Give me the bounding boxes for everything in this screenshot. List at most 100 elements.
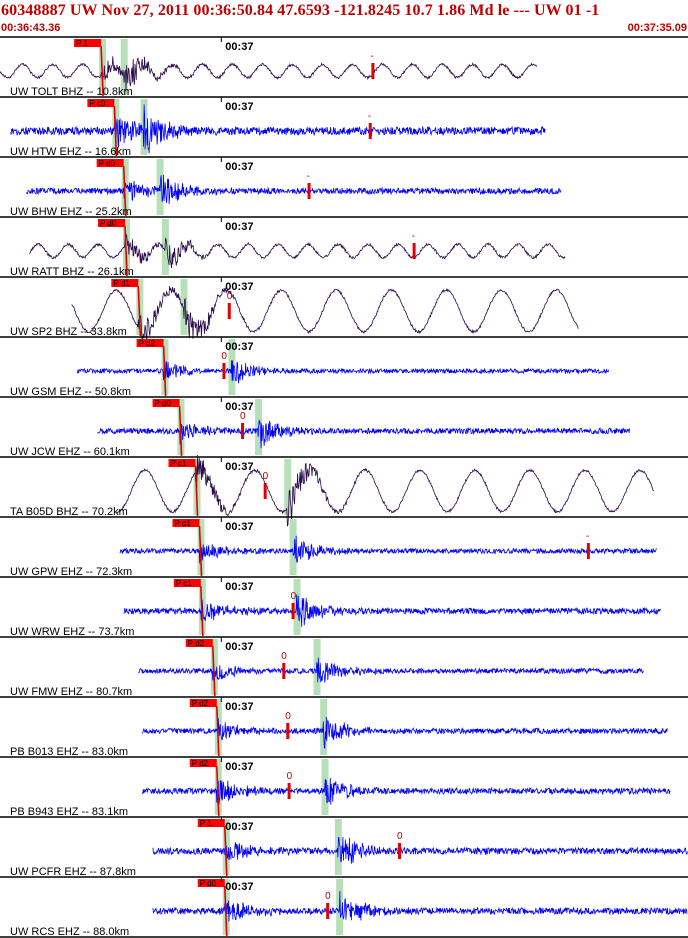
phase-label: P d0: [200, 879, 217, 888]
waveform-trace: [141, 716, 668, 749]
station-label: UW HTW EHZ -- 16.6km: [10, 146, 131, 158]
phase-label: P d2: [192, 699, 209, 708]
trace-panel: P d2 000:37 UW GSM EHZ -- 50.8km: [0, 336, 688, 398]
trace-panel: P d2 0 00:37 PB B943 EHZ -- 83.1km: [0, 756, 688, 818]
coda-label: 0: [263, 471, 269, 482]
phase-flag: [111, 279, 139, 287]
coda-label: -: [586, 531, 589, 542]
trace-panel: P 1 - 00:37 UW TOLT BHZ -- 10.8km: [0, 36, 688, 98]
station-label: UW GSM EHZ -- 50.8km: [10, 386, 131, 398]
station-label: UW RCS EHZ -- 88.0km: [10, 926, 129, 938]
p-pick-marker: [162, 345, 167, 397]
p-pick-marker: [215, 765, 220, 817]
coda-marker: [307, 183, 311, 199]
phase-flag: [152, 399, 180, 407]
waveform-trace: [152, 836, 688, 864]
coda-marker: [282, 663, 286, 679]
coda-marker: [291, 603, 295, 619]
station-label: UW JCW EHZ -- 60.1km: [10, 446, 130, 458]
phase-label: P 1: [76, 39, 88, 48]
time-tick-label: 00:37: [225, 221, 253, 233]
coda-label: 0: [397, 831, 403, 842]
coda-marker: [286, 723, 290, 739]
phase-label: P d0: [100, 219, 117, 228]
trace-panel: P c1 0 00:37 UW WRW EHZ -- 73.7km: [0, 576, 688, 638]
window-end-time: 00:37:35.09: [627, 22, 687, 34]
time-tick-label: 00:37: [225, 701, 253, 713]
phase-flag: [96, 159, 124, 167]
station-label: UW RATT BHZ -- 26.1km: [10, 266, 134, 278]
phase-label: P d2: [192, 759, 209, 768]
phase-label: P c0: [89, 99, 105, 108]
phase-label: P d2: [188, 639, 205, 648]
waveform-trace: [141, 777, 671, 805]
p-pick-marker: [124, 225, 128, 277]
s-pick-window: [289, 519, 297, 575]
trace-panel: P d1 000:37 UW SP2 BHZ -- 33.8km: [0, 276, 688, 342]
phase-flag: [197, 879, 225, 887]
coda-label: 0: [291, 591, 297, 602]
time-tick-label: 00:37: [225, 281, 253, 293]
s-pick-window: [120, 39, 128, 95]
time-tick-label: 00:37: [225, 461, 253, 473]
phase-label: P d0: [99, 159, 116, 168]
time-tick-label: 00:37: [225, 881, 253, 893]
p-pick-marker: [100, 45, 104, 97]
waveform-trace: [10, 104, 546, 154]
waveform-trace: [71, 285, 579, 342]
phase-flag: [87, 99, 115, 107]
phase-label: P d2: [139, 339, 156, 348]
station-label: PB B013 EHZ -- 83.0km: [10, 746, 128, 758]
time-tick-label: 00:37: [225, 41, 253, 53]
coda-label: 0: [281, 651, 287, 662]
coda-label: -: [307, 171, 310, 182]
time-tick-label: 00:37: [225, 761, 253, 773]
s-pick-window: [284, 459, 292, 515]
p-pick-marker: [122, 165, 127, 217]
station-label: UW BHW EHZ -- 25.2km: [10, 206, 132, 218]
coda-label: -: [370, 51, 373, 62]
waveform-trace: [116, 454, 655, 527]
trace-panel: P d0 - 00:37 UW RATT BHZ -- 26.1km: [0, 216, 688, 278]
coda-marker: [397, 843, 401, 859]
station-label: UW TOLT BHZ -- 10.8km: [10, 86, 133, 98]
phase-flag: [185, 639, 213, 647]
coda-marker: [222, 363, 226, 379]
coda-label: 0: [221, 351, 227, 362]
waveform-trace: [123, 594, 661, 627]
phase-label: P d1: [174, 519, 191, 528]
coda-label: -: [368, 111, 371, 122]
trace-panel: P 1 0 00:37 UW PCFR EHZ -- 87.8km: [0, 816, 688, 878]
coda-label: 0: [240, 411, 246, 422]
phase-flag: [189, 759, 217, 767]
coda-marker: [227, 303, 231, 319]
phase-flag: [172, 519, 200, 527]
p-pick-marker: [223, 825, 228, 877]
coda-marker: [287, 783, 291, 799]
phase-flag: [98, 219, 126, 227]
time-tick-label: 00:37: [225, 641, 253, 653]
station-label: UW FMW EHZ -- 80.7km: [10, 686, 132, 698]
phase-flag: [189, 699, 217, 707]
phase-flag: [136, 339, 164, 347]
p-pick-marker: [178, 405, 183, 457]
waveform-trace: [96, 419, 631, 449]
trace-panel: P d0 - 00:37 UW BHW EHZ -- 25.2km: [0, 156, 688, 218]
station-label: UW GPW EHZ -- 72.3km: [10, 566, 132, 578]
p-pick-marker: [215, 705, 220, 757]
coda-label: 0: [287, 771, 293, 782]
time-tick-label: 00:37: [225, 101, 253, 113]
phase-flag: [74, 39, 102, 47]
station-label: PB B943 EHZ -- 83.1km: [10, 806, 128, 818]
phase-label: P d1: [113, 279, 130, 288]
time-tick-label: 00:37: [225, 581, 253, 593]
p-pick-marker: [200, 585, 204, 637]
trace-panel: P d0 0 00:37 UW RCS EHZ -- 88.0km: [0, 876, 688, 938]
time-tick-label: 00:37: [225, 401, 253, 413]
time-tick-label: 00:37: [225, 821, 253, 833]
station-label: UW PCFR EHZ -- 87.8km: [10, 866, 136, 878]
waveform-trace: [152, 890, 688, 922]
trace-panel: P d2 0 00:37 PB B013 EHZ -- 83.0km: [0, 696, 688, 758]
trace-panel: P d0 000:37 UW JCW EHZ -- 60.1km: [0, 396, 688, 458]
